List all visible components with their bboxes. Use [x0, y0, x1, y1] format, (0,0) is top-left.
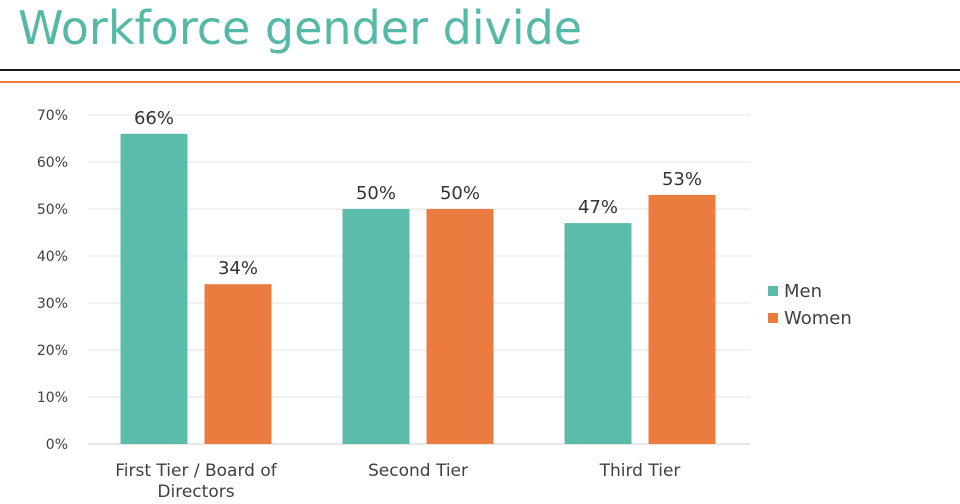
data-label: 47% — [578, 197, 618, 218]
bar-women — [426, 209, 494, 444]
y-tick-label: 50% — [37, 202, 68, 218]
gridlines — [88, 114, 750, 445]
y-tick-label: 10% — [37, 390, 68, 406]
legend-swatch — [768, 313, 778, 323]
divider-accent — [0, 81, 960, 83]
x-category-label: Second Tier — [368, 461, 468, 481]
y-tick-label: 40% — [37, 249, 68, 265]
chart-title: Workforce gender divide — [18, 1, 583, 55]
data-label: 50% — [356, 183, 396, 204]
bar-women — [648, 194, 716, 444]
bar-women — [204, 284, 272, 444]
data-labels: 66% 50% 47% 34% 50% 53% — [134, 108, 702, 279]
data-label: 66% — [134, 108, 174, 129]
bar-men — [564, 223, 632, 444]
y-tick-label: 30% — [37, 296, 68, 312]
bars — [120, 133, 716, 445]
y-tick-label: 60% — [37, 155, 68, 171]
data-label: 50% — [440, 183, 480, 204]
legend-label: Women — [784, 308, 852, 329]
y-tick-label: 70% — [37, 108, 68, 124]
y-tick-label: 20% — [37, 343, 68, 359]
legend-swatch — [768, 286, 778, 296]
divider-dark — [0, 69, 960, 71]
x-category-label: Directors — [157, 482, 234, 502]
x-category-label: First Tier / Board of — [115, 461, 278, 481]
bar-men — [342, 209, 410, 444]
y-tick-label: 0% — [46, 437, 68, 453]
legend-label: Men — [784, 281, 822, 302]
data-label: 53% — [662, 169, 702, 190]
y-axis-ticks: 0% 10% 20% 30% 40% 50% 60% 70% — [37, 108, 68, 453]
data-label: 34% — [218, 258, 258, 279]
legend: Men Women — [768, 281, 852, 329]
x-category-label: Third Tier — [599, 461, 681, 481]
bar-men — [120, 133, 188, 445]
